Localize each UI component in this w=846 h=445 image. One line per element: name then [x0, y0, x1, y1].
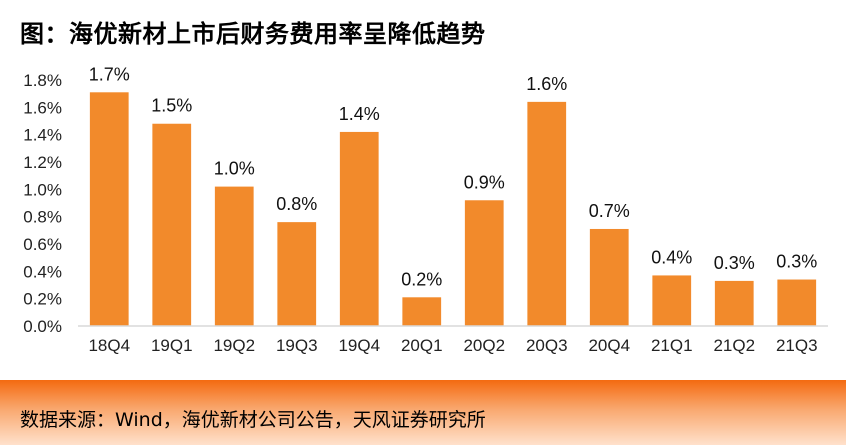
bar-18Q4 — [89, 92, 129, 326]
bar-19Q3 — [277, 222, 317, 326]
bar-19Q4 — [339, 131, 379, 326]
x-tick-label: 20Q4 — [588, 336, 630, 355]
bar-21Q2 — [714, 280, 754, 326]
y-tick-label: 0.2% — [23, 290, 62, 309]
bar-19Q2 — [214, 186, 254, 326]
x-tick-label: 21Q1 — [651, 336, 693, 355]
x-tick-label: 21Q2 — [713, 336, 755, 355]
bar-21Q3 — [777, 279, 817, 326]
source-text: 数据来源：Wind，海优新材公司公告，天风证券研究所 — [20, 409, 486, 431]
x-tick-label: 21Q3 — [776, 336, 818, 355]
x-tick-label: 20Q2 — [463, 336, 505, 355]
source-footer: 数据来源：Wind，海优新材公司公告，天风证券研究所 — [0, 380, 846, 445]
bar-21Q1 — [652, 275, 692, 326]
data-label: 0.4% — [651, 247, 692, 267]
data-label: 0.2% — [401, 269, 442, 289]
data-label: 1.0% — [214, 159, 255, 179]
x-tick-label: 19Q4 — [338, 336, 380, 355]
bar-20Q4 — [589, 228, 629, 326]
x-tick-label: 20Q1 — [401, 336, 443, 355]
y-tick-label: 1.8% — [23, 71, 62, 90]
bar-20Q3 — [527, 101, 567, 326]
data-label: 1.5% — [151, 96, 192, 116]
data-label: 1.7% — [89, 64, 130, 84]
bar-20Q2 — [464, 200, 504, 326]
bar-chart: 0.0% 0.2% 0.4% 0.6% 0.8% 1.0% 1.2% 1.4% 1.6% 1.8%… — [23, 64, 828, 355]
y-tick-label: 0.6% — [23, 235, 62, 254]
y-tick-label: 1.0% — [23, 180, 62, 199]
chart-title: 图：海优新材上市后财务费用率呈降低趋势 — [20, 20, 486, 48]
x-tick-label: 19Q3 — [276, 336, 318, 355]
x-tick-label: 20Q3 — [526, 336, 568, 355]
y-tick-label: 1.6% — [23, 98, 62, 117]
y-tick-label: 1.2% — [23, 153, 62, 172]
bar-19Q1 — [152, 123, 192, 326]
y-tick-label: 1.4% — [23, 126, 62, 145]
data-label: 0.3% — [776, 252, 817, 272]
x-tick-label: 19Q1 — [151, 336, 193, 355]
data-label: 0.9% — [464, 172, 505, 192]
y-tick-label: 0.0% — [23, 317, 62, 336]
x-tick-label: 18Q4 — [88, 336, 130, 355]
data-label: 1.6% — [526, 74, 567, 94]
y-tick-label: 0.8% — [23, 208, 62, 227]
data-label: 0.8% — [276, 194, 317, 214]
x-tick-label: 19Q2 — [213, 336, 255, 355]
bar-20Q1 — [402, 297, 442, 326]
y-tick-label: 0.4% — [23, 262, 62, 281]
data-label: 0.7% — [589, 201, 630, 221]
data-label: 1.4% — [339, 104, 380, 124]
data-label: 0.3% — [714, 253, 755, 273]
